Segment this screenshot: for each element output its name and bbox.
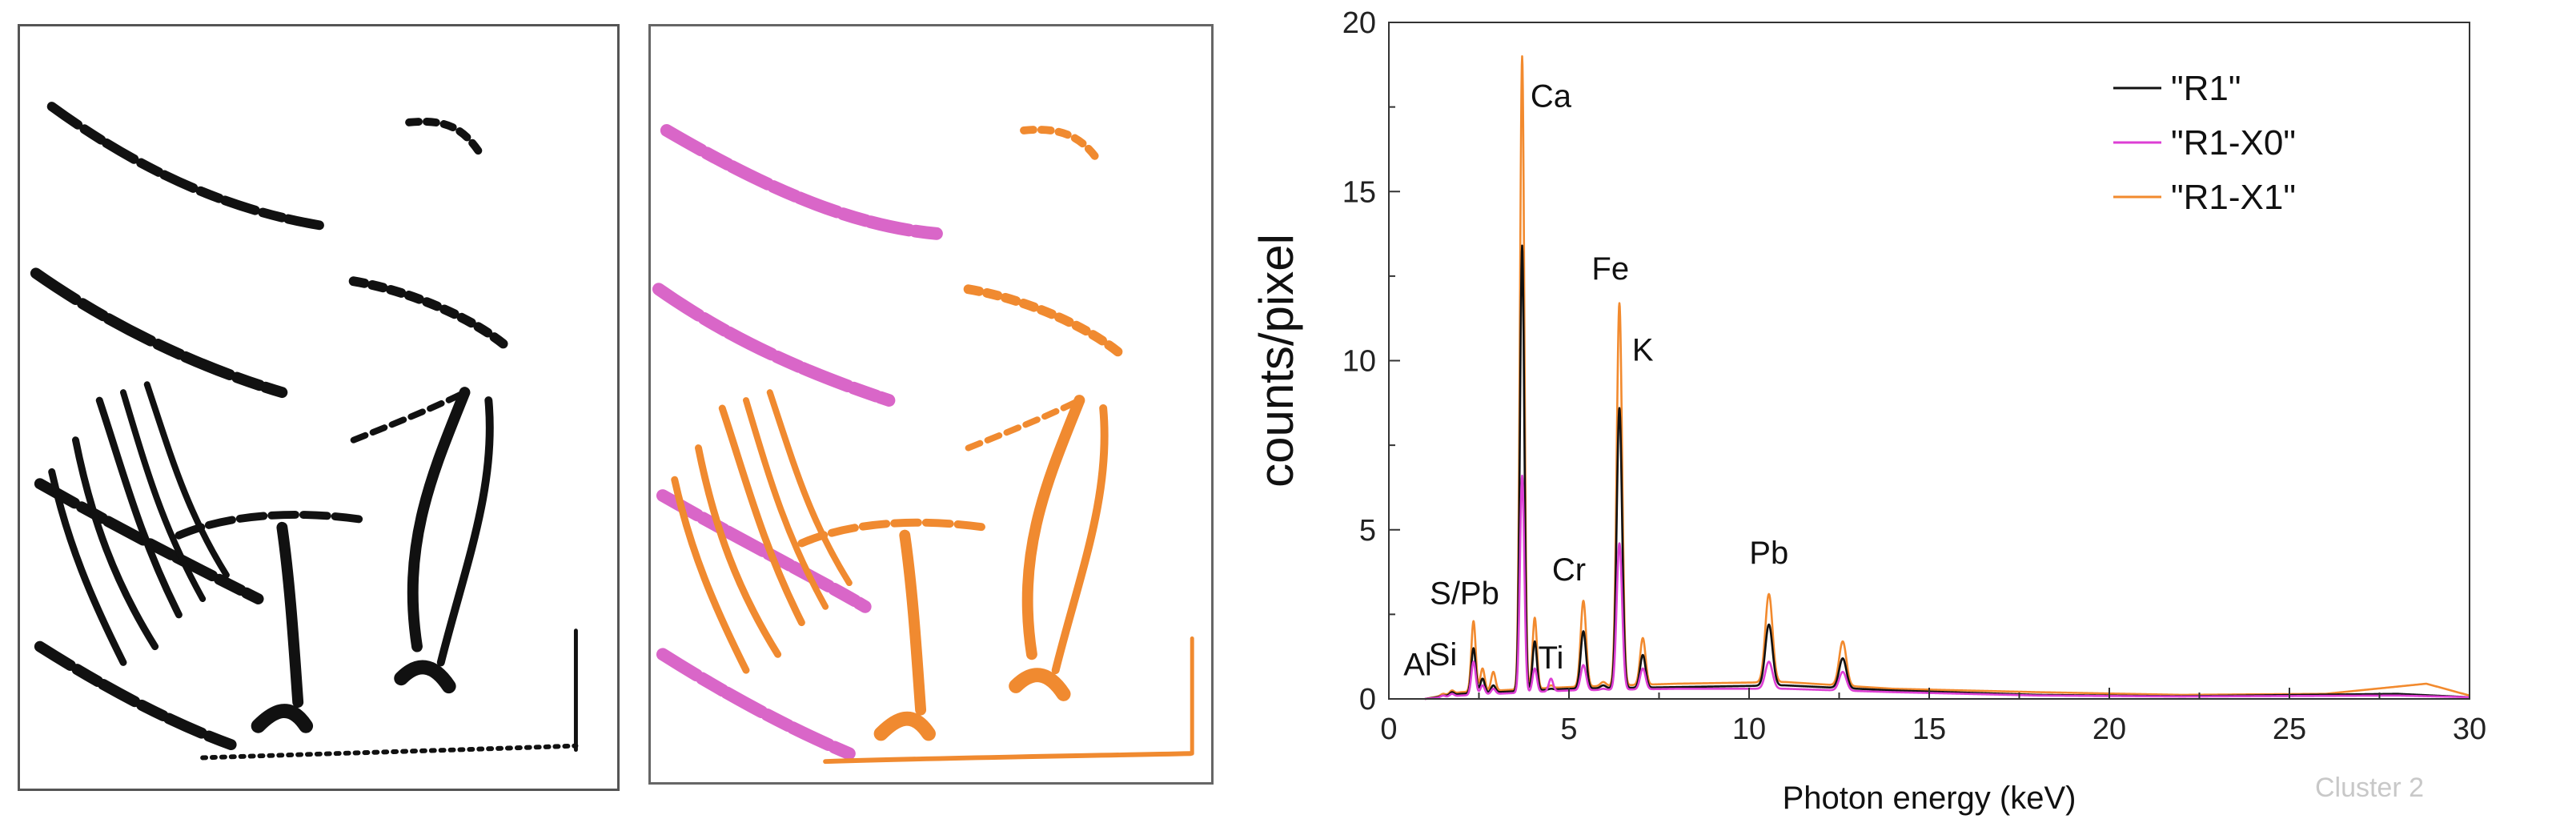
xrf-map-grayscale-panel bbox=[18, 24, 620, 791]
y-tick-label: 15 bbox=[1342, 175, 1376, 209]
peak-label-pb: Pb bbox=[1749, 536, 1788, 571]
left-stroke bbox=[436, 396, 494, 667]
series-line-0 bbox=[1424, 244, 2470, 701]
mid-x1-stroke bbox=[823, 751, 1194, 765]
mid-x1-stroke bbox=[797, 518, 989, 548]
left-stroke bbox=[407, 387, 471, 652]
left-stroke bbox=[46, 102, 327, 231]
y-tick-label: 10 bbox=[1342, 345, 1376, 379]
mid-x0-stroke bbox=[656, 489, 872, 613]
legend-label-0: "R1" bbox=[2171, 69, 2241, 108]
left-stroke bbox=[48, 468, 127, 666]
legend-label-1: "R1-X0" bbox=[2171, 123, 2296, 163]
mid-x1-stroke bbox=[1020, 126, 1104, 167]
cluster-watermark: Cluster 2 bbox=[2315, 773, 2424, 803]
mid-x1-stroke bbox=[743, 397, 829, 610]
mid-x0-stroke bbox=[652, 283, 896, 407]
xrf-map-clustered-panel bbox=[648, 24, 1214, 785]
left-stroke bbox=[394, 660, 456, 694]
left-stroke bbox=[95, 396, 183, 619]
peak-label-fe: Fe bbox=[1591, 251, 1629, 287]
series-line-1 bbox=[1424, 474, 2470, 701]
x-tick-label: 25 bbox=[2273, 713, 2306, 746]
x-tick-label: 20 bbox=[2092, 713, 2126, 746]
left-stroke bbox=[175, 510, 366, 540]
left-stroke bbox=[34, 478, 264, 605]
left-stroke bbox=[30, 267, 288, 399]
peak-label-ca: Ca bbox=[1531, 79, 1572, 114]
mid-x1-stroke bbox=[963, 284, 1124, 358]
left-stroke bbox=[405, 118, 485, 159]
y-tick-label: 20 bbox=[1342, 6, 1376, 40]
mid-x1-stroke bbox=[965, 397, 1083, 452]
left-stroke bbox=[350, 389, 468, 444]
peak-label-s-pb: S/Pb bbox=[1430, 576, 1499, 612]
left-stroke bbox=[71, 436, 159, 651]
y-axis-label: counts/pixel bbox=[1250, 234, 1303, 488]
left-stroke bbox=[200, 743, 579, 761]
mid-x1-stroke bbox=[695, 444, 782, 658]
mid-x1-stroke bbox=[766, 389, 853, 587]
series-line-2 bbox=[1424, 54, 2470, 701]
legend: "R1" "R1-X0" "R1-X1" bbox=[2113, 69, 2296, 217]
axes-group: 0 5 10 15 20 25 30 0 5 10 15 20 bbox=[1342, 6, 2486, 746]
plot-frame bbox=[1388, 22, 2470, 700]
x-tick-label: 30 bbox=[2453, 713, 2486, 746]
xrf-map-clustered-drawing bbox=[652, 123, 1194, 765]
left-stroke bbox=[348, 276, 510, 350]
peak-label-si: Si bbox=[1429, 637, 1458, 672]
xrf-map-grayscale-drawing bbox=[30, 102, 579, 761]
peak-label-al: Al bbox=[1403, 647, 1432, 682]
x-tick-label: 5 bbox=[1560, 713, 1577, 746]
left-stroke bbox=[251, 704, 314, 733]
mid-x1-stroke bbox=[718, 404, 805, 627]
peak-label-cr: Cr bbox=[1552, 552, 1586, 588]
left-stroke bbox=[119, 389, 207, 603]
mid-x1-stroke bbox=[671, 476, 750, 674]
mid-x1-stroke bbox=[1009, 668, 1071, 701]
y-tick-label: 0 bbox=[1359, 683, 1376, 717]
mid-x1-stroke bbox=[899, 529, 927, 716]
mid-x0-stroke bbox=[656, 648, 856, 761]
peak-label-ti: Ti bbox=[1539, 640, 1564, 676]
y-tick-label: 5 bbox=[1359, 514, 1376, 548]
left-stroke bbox=[34, 640, 240, 752]
peak-label-k: K bbox=[1632, 333, 1654, 368]
xrf-map-clustered-marks bbox=[652, 123, 1194, 765]
x-tick-label: 0 bbox=[1380, 713, 1397, 746]
plot-series-group bbox=[1424, 54, 2470, 701]
mid-x0-stroke bbox=[660, 123, 943, 240]
mid-x1-stroke bbox=[873, 711, 936, 741]
legend-label-2: "R1-X1" bbox=[2171, 178, 2296, 217]
mid-x1-stroke bbox=[1051, 404, 1109, 675]
x-axis-label: Photon energy (keV) bbox=[1783, 781, 2076, 816]
mid-x1-stroke bbox=[1021, 395, 1085, 660]
x-tick-label: 10 bbox=[1732, 713, 1766, 746]
xrf-map-grayscale-marks bbox=[30, 102, 579, 761]
left-stroke bbox=[276, 521, 304, 708]
x-tick-label: 15 bbox=[1912, 713, 1946, 746]
left-stroke bbox=[143, 381, 230, 579]
